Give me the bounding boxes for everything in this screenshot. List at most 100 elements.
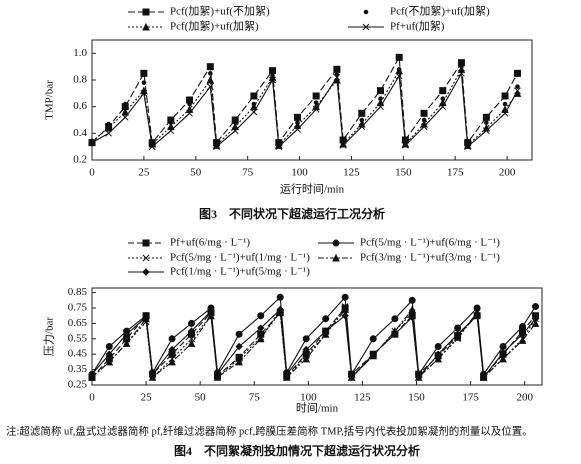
y-tick-label: 0.8 — [73, 74, 87, 86]
marker — [391, 315, 399, 323]
marker — [453, 330, 462, 338]
x-tick-label: 125 — [354, 392, 371, 404]
x-tick-label: 25 — [141, 392, 153, 404]
marker — [322, 315, 330, 323]
marker — [514, 87, 521, 95]
marker — [213, 143, 220, 151]
marker — [206, 75, 215, 84]
x-tick-label: 200 — [516, 392, 533, 404]
marker — [395, 66, 403, 75]
marker — [187, 339, 196, 347]
marker — [235, 330, 243, 338]
y-axis-label: TMP/bar — [44, 80, 56, 120]
marker — [515, 84, 520, 89]
legend-label: Pcf(加絮)+uf(加絮) — [170, 19, 259, 33]
x-tick-label: 75 — [242, 167, 254, 179]
marker — [88, 139, 96, 147]
legend-label: Pcf(不加絮)+uf(加絮) — [390, 4, 490, 18]
marker — [479, 373, 488, 382]
marker — [339, 141, 347, 149]
marker — [141, 80, 147, 85]
legend-label: Pf+uf(加絮) — [390, 19, 445, 33]
marker — [235, 342, 243, 351]
series-line — [91, 55, 518, 145]
marker — [434, 354, 442, 363]
marker — [439, 87, 447, 95]
marker — [482, 127, 490, 135]
y-tick-label: 0.45 — [68, 348, 88, 360]
marker — [206, 83, 214, 91]
marker — [231, 122, 240, 131]
x-tick-label: 50 — [195, 392, 207, 404]
x-tick-label: 0 — [89, 167, 95, 179]
marker — [369, 335, 377, 343]
marker — [362, 23, 370, 31]
legend-label: Pcf(5/mg · L⁻¹)+uf(1/mg · L⁻¹) — [170, 252, 310, 264]
marker — [142, 239, 150, 247]
x-tick-label: 100 — [300, 392, 317, 404]
marker — [88, 370, 96, 378]
marker — [420, 109, 428, 117]
marker — [275, 143, 283, 151]
marker — [148, 370, 157, 378]
marker — [235, 357, 243, 366]
marker — [105, 350, 114, 358]
marker — [513, 69, 521, 77]
marker — [482, 113, 490, 121]
note: 注:超滤简称 uf,盘式过滤器简称 pf,纤维过滤器简称 pcf,跨膜压差简称 … — [6, 424, 533, 437]
legend-label: Pf+uf(6/mg · L⁻¹) — [170, 237, 250, 249]
marker — [142, 254, 150, 262]
x-tick-label: 50 — [190, 167, 202, 179]
marker — [168, 345, 176, 354]
marker — [501, 92, 509, 100]
x-tick-label: 175 — [462, 392, 479, 404]
marker — [518, 336, 527, 344]
caption: 图3 不同状况下超滤运行工况分析 — [199, 206, 385, 221]
marker — [276, 293, 284, 301]
x-tick-label: 150 — [395, 167, 412, 179]
marker — [363, 9, 369, 15]
marker — [402, 141, 409, 149]
marker — [105, 357, 114, 366]
marker — [293, 121, 302, 129]
marker — [532, 302, 540, 310]
marker — [208, 71, 213, 76]
marker — [499, 343, 507, 351]
x-tick-label: 200 — [499, 167, 516, 179]
caption: 图4 不同絮凝剂投加情况下超滤运行状况分析 — [174, 443, 420, 458]
y-tick-label: 0.55 — [68, 332, 88, 344]
marker — [333, 65, 341, 73]
x-tick-label: 25 — [138, 167, 150, 179]
x-tick-label: 0 — [89, 392, 95, 404]
marker — [167, 127, 175, 135]
marker — [458, 69, 465, 77]
series-line — [91, 295, 536, 376]
marker — [188, 319, 196, 327]
marker — [122, 330, 131, 338]
marker — [140, 69, 148, 77]
marker — [250, 92, 258, 100]
marker — [464, 143, 472, 151]
marker — [213, 370, 222, 378]
y-tick-label: 0.2 — [73, 154, 87, 166]
marker — [358, 109, 366, 117]
marker — [142, 22, 150, 31]
marker — [142, 8, 150, 16]
y-tick-label: 0.25 — [68, 379, 88, 391]
marker — [121, 107, 130, 116]
marker — [122, 339, 131, 347]
plot-frame — [91, 287, 543, 386]
y-tick-label: 0.85 — [68, 286, 88, 298]
marker — [391, 330, 399, 338]
marker — [414, 373, 423, 382]
marker — [434, 350, 442, 358]
marker — [531, 319, 540, 327]
series-line — [91, 306, 536, 379]
legend-label: Pcf(1/mg · L⁻¹)+uf(5/mg · L⁻¹) — [170, 266, 310, 278]
marker — [269, 76, 276, 84]
marker — [312, 92, 320, 100]
legend-label: Pcf(3/mg · L⁻¹)+uf(3/mg · L⁻¹) — [360, 252, 500, 264]
x-tick-label: 100 — [291, 167, 308, 179]
marker — [206, 63, 214, 71]
